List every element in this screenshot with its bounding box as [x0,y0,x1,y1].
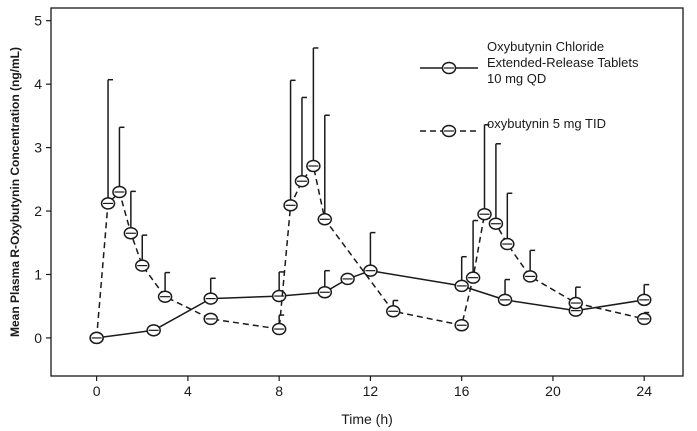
x-tick-label: 8 [275,383,283,399]
y-tick-label: 5 [34,13,42,29]
y-tick-label: 2 [34,203,42,219]
y-tick-label: 1 [34,266,42,282]
series-line [96,269,645,339]
x-tick-label: 12 [363,383,379,399]
x-tick-label: 0 [93,383,101,399]
legend-label: Extended-Release Tablets [487,55,639,70]
y-tick-label: 0 [34,330,42,346]
legend-label: oxybutynin 5 mg TID [487,116,606,131]
x-axis-title: Time (h) [341,411,393,427]
plot-frame [50,7,684,377]
series-tid [89,47,652,345]
x-tick-label: 4 [184,383,192,399]
error-bars [107,47,650,330]
x-tick-label: 24 [636,383,652,399]
data-markers [89,264,652,345]
y-axis-title: Mean Plasma R-Oxybutynin Concentration (… [8,47,22,337]
series-layer [89,47,652,345]
x-tick-label: 20 [545,383,561,399]
series-qd [89,231,652,345]
legend-label: Oxybutynin Chloride [487,39,604,54]
series-line [95,165,645,338]
y-tick-label: 4 [34,76,42,92]
data-markers [89,159,652,345]
y-tick-label: 3 [34,140,42,156]
x-tick-label: 16 [454,383,470,399]
legend-label: 10 mg QD [487,71,546,86]
